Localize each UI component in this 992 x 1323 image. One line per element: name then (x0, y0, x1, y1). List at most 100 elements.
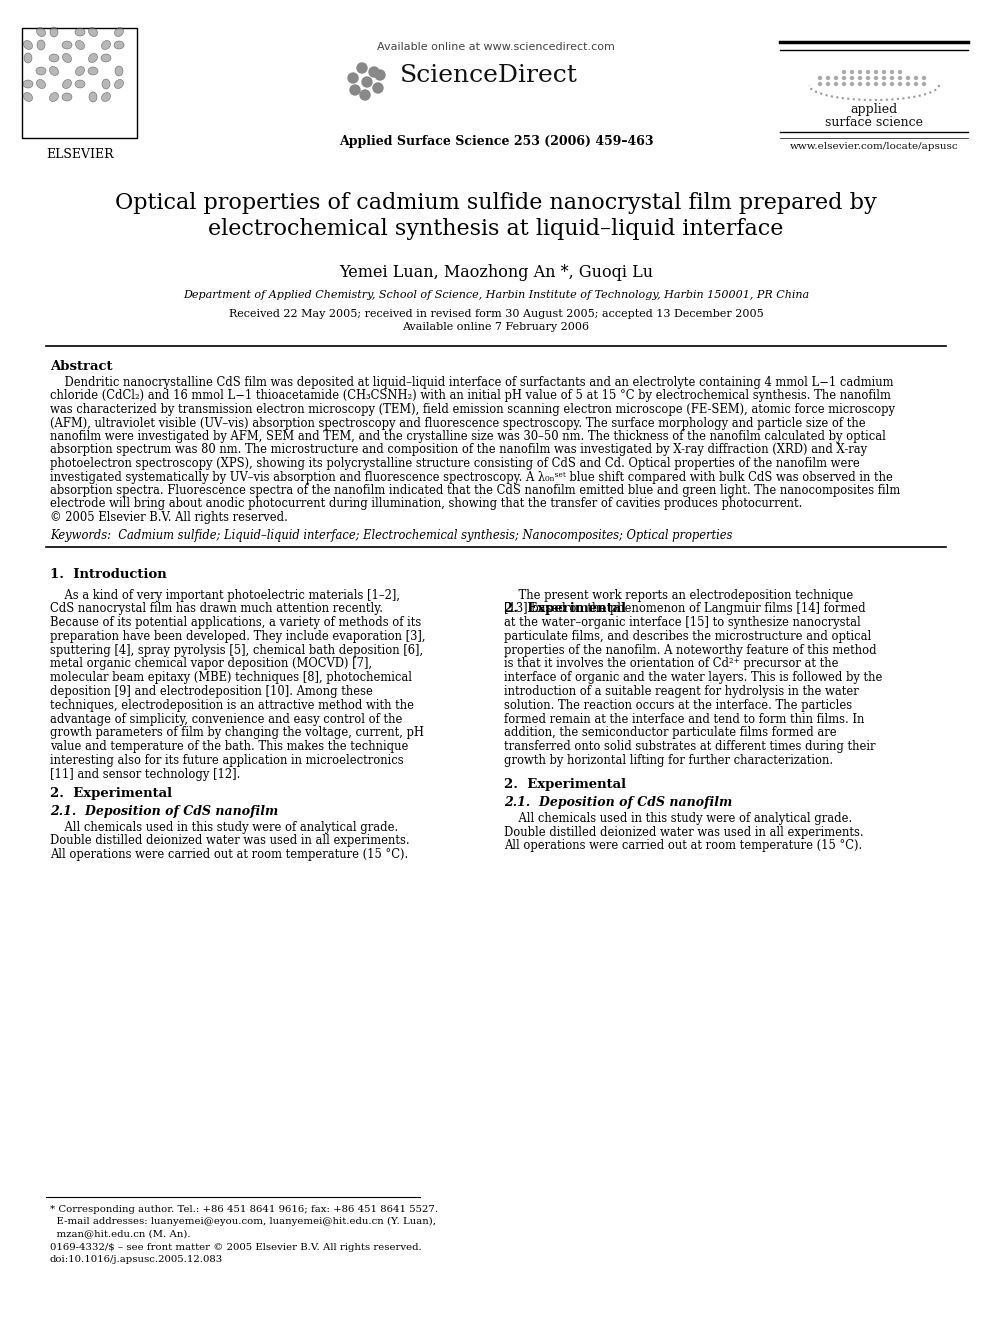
Circle shape (907, 82, 910, 86)
Text: * Corresponding author. Tel.: +86 451 8641 9616; fax: +86 451 8641 5527.: * Corresponding author. Tel.: +86 451 86… (50, 1205, 438, 1215)
Text: Received 22 May 2005; received in revised form 30 August 2005; accepted 13 Decem: Received 22 May 2005; received in revise… (228, 310, 764, 319)
Text: All chemicals used in this study were of analytical grade.: All chemicals used in this study were of… (504, 812, 852, 826)
Text: addition, the semiconductor particulate films formed are: addition, the semiconductor particulate … (504, 726, 836, 740)
Text: Applied Surface Science 253 (2006) 459–463: Applied Surface Science 253 (2006) 459–4… (338, 135, 654, 148)
Text: was characterized by transmission electron microscopy (TEM), field emission scan: was characterized by transmission electr… (50, 404, 895, 415)
Circle shape (858, 77, 861, 79)
Circle shape (348, 73, 358, 83)
Ellipse shape (50, 26, 58, 37)
Ellipse shape (115, 66, 123, 75)
Text: 2.1.  Deposition of CdS nanofilm: 2.1. Deposition of CdS nanofilm (50, 804, 278, 818)
Ellipse shape (37, 40, 45, 50)
Text: 2.  Experimental: 2. Experimental (50, 787, 173, 799)
Text: All operations were carried out at room temperature (15 °C).: All operations were carried out at room … (504, 840, 862, 852)
Circle shape (875, 82, 878, 86)
Text: [11] and sensor technology [12].: [11] and sensor technology [12]. (50, 767, 240, 781)
Text: growth parameters of film by changing the voltage, current, pH: growth parameters of film by changing th… (50, 726, 424, 740)
Text: deposition [9] and electrodeposition [10]. Among these: deposition [9] and electrodeposition [10… (50, 685, 373, 699)
Text: formed remain at the interface and tend to form thin films. In: formed remain at the interface and tend … (504, 713, 864, 726)
Text: chloride (CdCl₂) and 16 mmol L−1 thioacetamide (CH₃CSNH₂) with an initial pH val: chloride (CdCl₂) and 16 mmol L−1 thioace… (50, 389, 891, 402)
Circle shape (834, 77, 837, 79)
Text: Double distilled deionized water was used in all experiments.: Double distilled deionized water was use… (50, 835, 410, 848)
Text: absorption spectra. Fluorescence spectra of the nanofilm indicated that the CdS : absorption spectra. Fluorescence spectra… (50, 484, 901, 497)
Ellipse shape (62, 41, 72, 49)
Text: Available online at www.sciencedirect.com: Available online at www.sciencedirect.co… (377, 42, 615, 52)
Ellipse shape (75, 66, 84, 75)
Ellipse shape (36, 67, 46, 75)
Text: All chemicals used in this study were of analytical grade.: All chemicals used in this study were of… (50, 820, 398, 833)
Circle shape (373, 83, 383, 93)
Text: particulate films, and describes the microstructure and optical: particulate films, and describes the mic… (504, 630, 871, 643)
Ellipse shape (62, 93, 72, 101)
Text: 0169-4332/$ – see front matter © 2005 Elsevier B.V. All rights reserved.: 0169-4332/$ – see front matter © 2005 El… (50, 1244, 422, 1252)
Circle shape (858, 70, 861, 74)
Circle shape (875, 77, 878, 79)
Circle shape (360, 90, 370, 101)
Text: solution. The reaction occurs at the interface. The particles: solution. The reaction occurs at the int… (504, 699, 852, 712)
Text: The present work reports an electrodeposition technique: The present work reports an electrodepos… (504, 589, 853, 602)
Circle shape (891, 70, 894, 74)
Text: metal organic chemical vapor deposition (MOCVD) [7],: metal organic chemical vapor deposition … (50, 658, 372, 671)
Ellipse shape (24, 41, 33, 49)
Ellipse shape (50, 66, 59, 75)
Circle shape (818, 82, 821, 86)
Circle shape (891, 77, 894, 79)
Text: All operations were carried out at room temperature (15 °C).: All operations were carried out at room … (50, 848, 409, 861)
Text: interesting also for its future application in microelectronics: interesting also for its future applicat… (50, 754, 404, 767)
Circle shape (915, 82, 918, 86)
Text: applied: applied (850, 103, 898, 116)
Circle shape (883, 82, 886, 86)
Circle shape (923, 77, 926, 79)
Ellipse shape (24, 53, 32, 64)
Circle shape (842, 77, 845, 79)
Ellipse shape (75, 79, 85, 89)
Ellipse shape (62, 79, 71, 89)
Text: at the water–organic interface [15] to synthesize nanocrystal: at the water–organic interface [15] to s… (504, 617, 861, 630)
Text: preparation have been developed. They include evaporation [3],: preparation have been developed. They in… (50, 630, 426, 643)
Text: 1.  Introduction: 1. Introduction (50, 569, 167, 582)
Circle shape (818, 77, 821, 79)
Text: transferred onto solid substrates at different times during their: transferred onto solid substrates at dif… (504, 741, 876, 753)
Circle shape (899, 77, 902, 79)
Circle shape (883, 77, 886, 79)
Ellipse shape (101, 54, 111, 62)
Text: interface of organic and the water layers. This is followed by the: interface of organic and the water layer… (504, 671, 882, 684)
Text: Double distilled deionized water was used in all experiments.: Double distilled deionized water was use… (504, 826, 864, 839)
Circle shape (907, 77, 910, 79)
Text: 2.1.  Deposition of CdS nanofilm: 2.1. Deposition of CdS nanofilm (504, 796, 732, 808)
Text: ScienceDirect: ScienceDirect (400, 64, 578, 86)
Circle shape (842, 70, 845, 74)
Text: investigated systematically by UV–vis absorption and fluorescence spectroscopy. : investigated systematically by UV–vis ab… (50, 471, 893, 483)
Circle shape (883, 70, 886, 74)
Text: © 2005 Elsevier B.V. All rights reserved.: © 2005 Elsevier B.V. All rights reserved… (50, 511, 288, 524)
Circle shape (923, 82, 926, 86)
Text: [13] based on the phenomenon of Langmuir films [14] formed: [13] based on the phenomenon of Langmuir… (504, 602, 866, 615)
Text: value and temperature of the bath. This makes the technique: value and temperature of the bath. This … (50, 741, 409, 753)
Circle shape (866, 70, 870, 74)
Ellipse shape (50, 93, 59, 102)
Text: nanofilm were investigated by AFM, SEM and TEM, and the crystalline size was 30–: nanofilm were investigated by AFM, SEM a… (50, 430, 886, 443)
Text: techniques, electrodeposition is an attractive method with the: techniques, electrodeposition is an attr… (50, 699, 414, 712)
Text: is that it involves the orientation of Cd²⁺ precursor at the: is that it involves the orientation of C… (504, 658, 838, 671)
Text: molecular beam epitaxy (MBE) techniques [8], photochemical: molecular beam epitaxy (MBE) techniques … (50, 671, 412, 684)
Ellipse shape (89, 93, 97, 102)
Text: Department of Applied Chemistry, School of Science, Harbin Institute of Technolo: Department of Applied Chemistry, School … (183, 290, 809, 300)
Circle shape (357, 64, 367, 73)
Text: Keywords:  Cadmium sulfide; Liquid–liquid interface; Electrochemical synthesis; : Keywords: Cadmium sulfide; Liquid–liquid… (50, 528, 732, 541)
Ellipse shape (114, 28, 124, 37)
Text: (AFM), ultraviolet visible (UV–vis) absorption spectroscopy and fluorescence spe: (AFM), ultraviolet visible (UV–vis) abso… (50, 417, 866, 430)
FancyBboxPatch shape (22, 28, 137, 138)
Circle shape (866, 77, 870, 79)
Ellipse shape (114, 41, 124, 49)
Text: Abstract: Abstract (50, 360, 112, 373)
Circle shape (891, 82, 894, 86)
Text: www.elsevier.com/locate/apsusc: www.elsevier.com/locate/apsusc (790, 142, 958, 151)
Text: mzan@hit.edu.cn (M. An).: mzan@hit.edu.cn (M. An). (50, 1229, 190, 1238)
Circle shape (850, 77, 853, 79)
Ellipse shape (75, 41, 84, 49)
Ellipse shape (88, 28, 97, 37)
Circle shape (826, 82, 829, 86)
Circle shape (858, 82, 861, 86)
Text: CdS nanocrystal film has drawn much attention recently.: CdS nanocrystal film has drawn much atte… (50, 602, 383, 615)
Ellipse shape (37, 79, 46, 89)
